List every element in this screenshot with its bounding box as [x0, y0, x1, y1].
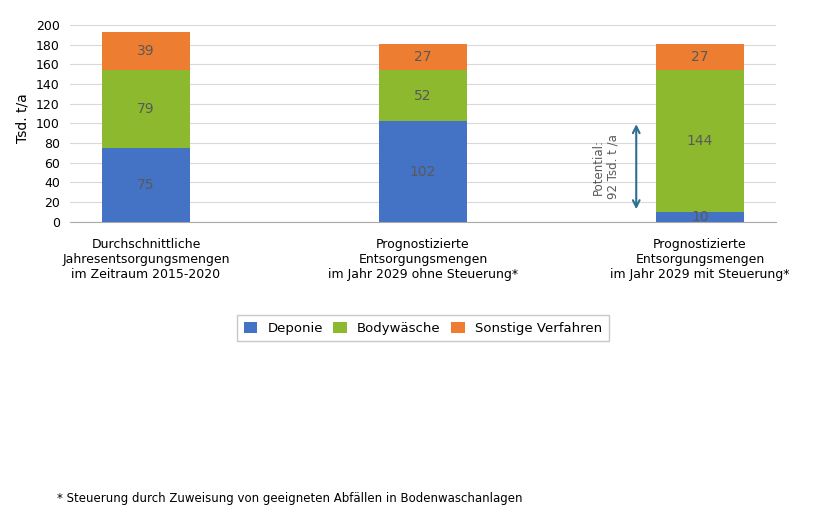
Bar [102, 148, 190, 222]
Text: Potential:
92 Tsd. t /a: Potential: 92 Tsd. t /a [592, 134, 620, 199]
Y-axis label: Tsd. t/a: Tsd. t/a [15, 94, 29, 143]
Text: 10: 10 [691, 210, 709, 224]
Text: 102: 102 [410, 164, 436, 179]
Text: 75: 75 [137, 178, 154, 192]
Text: 52: 52 [414, 89, 432, 103]
Bar [655, 212, 744, 222]
Bar [379, 121, 467, 222]
Legend: Deponie, Bodywäsche, Sonstige Verfahren: Deponie, Bodywäsche, Sonstige Verfahren [237, 315, 609, 342]
Bar [379, 70, 467, 121]
Bar [379, 44, 467, 70]
Text: * Steuerung durch Zuweisung von geeigneten Abfällen in Bodenwaschanlagen: * Steuerung durch Zuweisung von geeignet… [57, 492, 523, 505]
Text: 27: 27 [691, 50, 709, 64]
Bar [655, 70, 744, 212]
Text: 27: 27 [414, 50, 432, 64]
Text: 79: 79 [137, 102, 154, 116]
Text: 39: 39 [137, 44, 154, 58]
Bar [102, 70, 190, 148]
Bar [655, 44, 744, 70]
Bar [102, 32, 190, 70]
Text: 144: 144 [687, 134, 713, 148]
